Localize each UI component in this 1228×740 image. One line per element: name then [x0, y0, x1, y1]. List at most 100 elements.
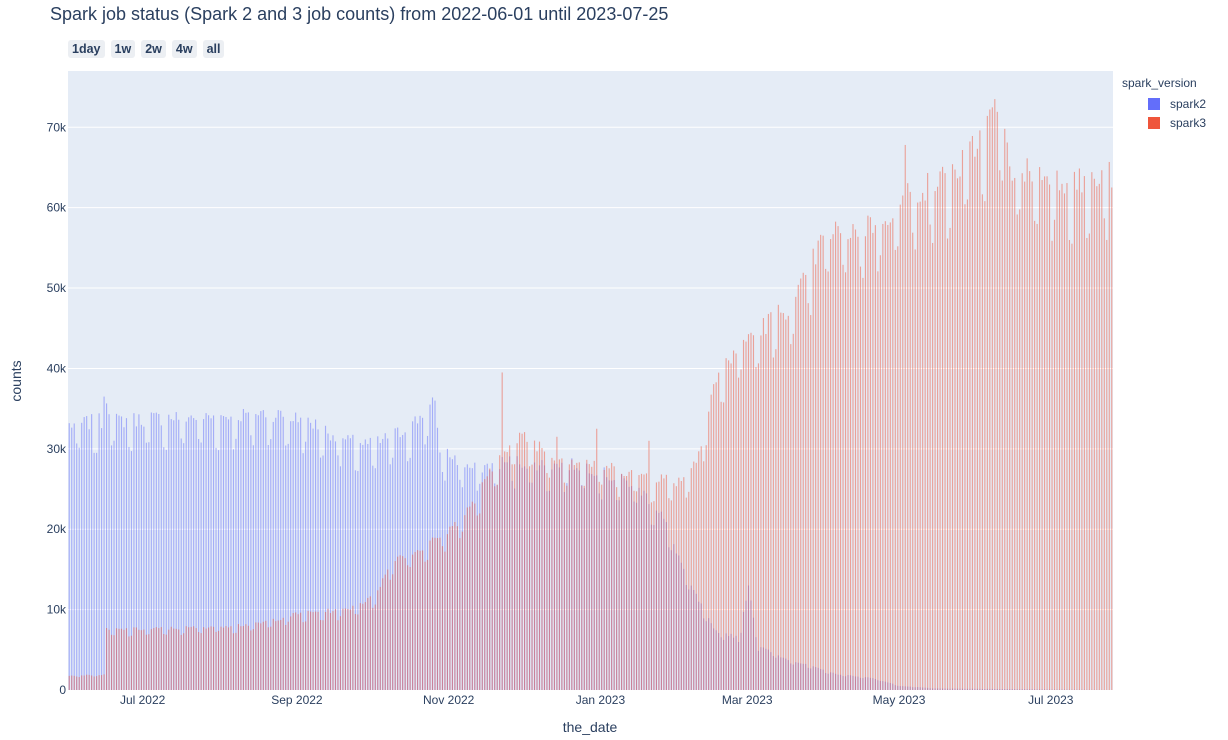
spark3-bar[interactable]: [964, 204, 966, 690]
spark3-bar[interactable]: [1024, 181, 1026, 691]
spark3-bar[interactable]: [777, 304, 779, 690]
spark2-bar[interactable]: [125, 418, 128, 690]
spark3-bar[interactable]: [280, 619, 282, 690]
spark3-bar[interactable]: [1036, 223, 1038, 690]
spark3-bar[interactable]: [392, 574, 394, 690]
spark3-bar[interactable]: [364, 602, 366, 690]
spark3-bar[interactable]: [563, 482, 565, 690]
spark3-bar[interactable]: [638, 475, 640, 690]
spark3-bar[interactable]: [499, 455, 501, 690]
spark3-bar[interactable]: [844, 272, 847, 690]
spark2-bar[interactable]: [270, 439, 272, 690]
spark3-bar[interactable]: [242, 626, 244, 690]
spark3-bar[interactable]: [867, 215, 869, 690]
spark3-bar[interactable]: [158, 628, 160, 690]
spark3-bar[interactable]: [347, 608, 349, 690]
spark3-bar[interactable]: [369, 596, 371, 690]
spark3-bar[interactable]: [601, 484, 603, 690]
spark3-bar[interactable]: [879, 255, 881, 690]
spark2-bar[interactable]: [389, 464, 391, 690]
spark3-bar[interactable]: [399, 555, 401, 690]
spark3-bar[interactable]: [1088, 233, 1090, 691]
spark3-bar[interactable]: [205, 628, 207, 690]
spark3-bar[interactable]: [516, 443, 518, 690]
spark2-bar[interactable]: [68, 423, 70, 690]
spark3-bar[interactable]: [842, 264, 844, 690]
spark3-bar[interactable]: [203, 627, 205, 690]
legend-item-spark2[interactable]: spark2: [1122, 94, 1206, 113]
spark3-bar[interactable]: [655, 482, 657, 690]
spark3-bar[interactable]: [479, 513, 481, 690]
spark3-bar[interactable]: [745, 341, 747, 690]
spark3-bar[interactable]: [566, 485, 568, 690]
spark3-bar[interactable]: [212, 626, 215, 690]
spark3-bar[interactable]: [379, 586, 381, 690]
spark2-bar[interactable]: [118, 415, 120, 690]
spark2-bar[interactable]: [222, 416, 225, 690]
spark3-bar[interactable]: [220, 626, 222, 690]
spark2-bar[interactable]: [372, 465, 374, 690]
spark3-bar[interactable]: [170, 626, 172, 690]
spark3-bar[interactable]: [971, 135, 973, 690]
spark3-bar[interactable]: [715, 382, 717, 690]
spark3-bar[interactable]: [979, 130, 981, 690]
spark3-bar[interactable]: [1053, 219, 1056, 690]
spark2-bar[interactable]: [255, 414, 257, 690]
spark2-bar[interactable]: [315, 419, 317, 690]
spark3-bar[interactable]: [514, 464, 516, 690]
spark3-bar[interactable]: [265, 620, 267, 690]
spark2-bar[interactable]: [384, 433, 386, 690]
spark3-bar[interactable]: [902, 195, 904, 690]
spark3-bar[interactable]: [693, 461, 695, 690]
spark3-bar[interactable]: [772, 357, 774, 690]
spark3-bar[interactable]: [466, 507, 468, 690]
spark2-bar[interactable]: [295, 412, 297, 690]
spark3-bar[interactable]: [319, 620, 322, 690]
spark2-bar[interactable]: [165, 449, 167, 690]
spark3-bar[interactable]: [1041, 180, 1043, 690]
spark3-bar[interactable]: [354, 613, 356, 690]
spark3-bar[interactable]: [889, 222, 891, 690]
spark2-bar[interactable]: [230, 416, 232, 690]
spark3-bar[interactable]: [439, 537, 441, 690]
spark3-bar[interactable]: [449, 526, 451, 690]
spark3-bar[interactable]: [678, 477, 680, 690]
spark3-bar[interactable]: [593, 460, 595, 690]
spark3-bar[interactable]: [1081, 192, 1083, 690]
spark3-bar[interactable]: [275, 621, 277, 690]
spark3-bar[interactable]: [1044, 176, 1046, 691]
spark3-bar[interactable]: [683, 477, 685, 690]
spark3-bar[interactable]: [792, 333, 794, 690]
spark3-bar[interactable]: [384, 574, 386, 690]
spark2-bar[interactable]: [280, 410, 282, 690]
spark3-bar[interactable]: [1083, 176, 1085, 690]
spark3-bar[interactable]: [1004, 128, 1006, 690]
spark3-bar[interactable]: [623, 475, 625, 690]
spark3-bar[interactable]: [140, 630, 142, 690]
spark2-bar[interactable]: [379, 443, 381, 690]
spark3-bar[interactable]: [310, 611, 312, 690]
spark3-bar[interactable]: [675, 486, 677, 690]
spark3-bar[interactable]: [188, 627, 190, 690]
spark3-bar[interactable]: [456, 526, 458, 690]
spark3-bar[interactable]: [1051, 240, 1053, 690]
spark3-bar[interactable]: [168, 629, 170, 690]
spark3-bar[interactable]: [942, 166, 944, 690]
spark2-bar[interactable]: [324, 425, 327, 690]
spark2-bar[interactable]: [150, 412, 152, 690]
spark3-bar[interactable]: [349, 609, 351, 690]
spark3-bar[interactable]: [949, 227, 951, 690]
spark3-bar[interactable]: [183, 633, 185, 690]
spark3-bar[interactable]: [222, 627, 225, 690]
spark3-bar[interactable]: [257, 622, 259, 690]
spark2-bar[interactable]: [160, 425, 162, 690]
spark3-bar[interactable]: [491, 471, 493, 690]
spark3-bar[interactable]: [118, 628, 120, 690]
spark2-bar[interactable]: [265, 417, 267, 690]
spark3-bar[interactable]: [802, 272, 804, 690]
spark3-bar[interactable]: [501, 372, 503, 690]
spark3-bar[interactable]: [285, 624, 287, 690]
spark2-bar[interactable]: [210, 418, 212, 690]
spark3-bar[interactable]: [633, 490, 635, 690]
spark2-bar[interactable]: [277, 410, 279, 690]
